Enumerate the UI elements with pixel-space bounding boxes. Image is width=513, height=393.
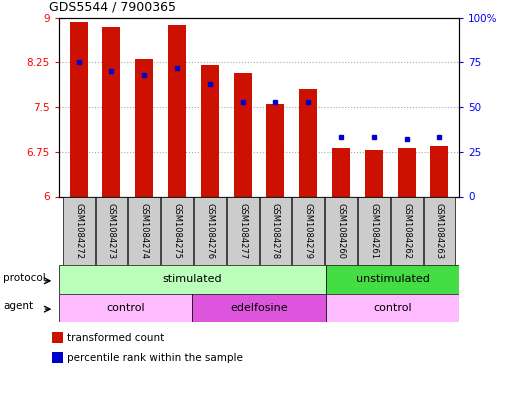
Bar (365, 150, 383, 196)
Text: agent: agent (3, 301, 33, 311)
Text: GSM1084279: GSM1084279 (304, 203, 313, 259)
Bar (430, 146, 448, 196)
Bar (227, 197, 259, 264)
Text: GSM1084275: GSM1084275 (172, 203, 182, 259)
Text: GSM1084263: GSM1084263 (435, 203, 444, 259)
Bar (194, 197, 226, 264)
Text: GSM1084273: GSM1084273 (107, 203, 116, 259)
Text: GSM1084278: GSM1084278 (271, 203, 280, 259)
Bar (70, 22, 88, 196)
Bar (325, 197, 357, 264)
Text: GSM1084277: GSM1084277 (238, 203, 247, 259)
Bar (128, 197, 160, 264)
Bar (59, 294, 192, 322)
Text: GSM1084260: GSM1084260 (337, 203, 346, 259)
Bar (424, 197, 456, 264)
Bar (233, 73, 252, 196)
Text: GSM1084262: GSM1084262 (402, 203, 411, 259)
Bar (332, 148, 350, 196)
Bar (59, 265, 326, 294)
Bar (52, 352, 63, 363)
Bar (358, 197, 390, 264)
Bar (161, 197, 193, 264)
Bar (260, 197, 291, 264)
Bar (299, 89, 317, 196)
Bar (398, 148, 416, 196)
Text: GSM1084261: GSM1084261 (369, 203, 379, 259)
Bar (326, 265, 459, 294)
Bar (266, 103, 285, 196)
Bar (63, 197, 94, 264)
Text: unstimulated: unstimulated (356, 274, 429, 285)
Bar (168, 26, 186, 196)
Bar (103, 27, 121, 196)
Bar (52, 332, 63, 343)
Text: edelfosine: edelfosine (230, 303, 288, 313)
Text: GDS5544 / 7900365: GDS5544 / 7900365 (49, 1, 176, 14)
Text: GSM1084276: GSM1084276 (205, 203, 214, 259)
Text: transformed count: transformed count (67, 333, 165, 343)
Bar (201, 65, 219, 196)
Text: percentile rank within the sample: percentile rank within the sample (67, 353, 243, 363)
Bar (192, 294, 326, 322)
Text: GSM1084274: GSM1084274 (140, 203, 149, 259)
Text: protocol: protocol (3, 273, 46, 283)
Text: control: control (373, 303, 412, 313)
Bar (135, 59, 153, 196)
Bar (326, 294, 459, 322)
Bar (95, 197, 127, 264)
Bar (391, 197, 423, 264)
Text: control: control (106, 303, 145, 313)
Text: GSM1084272: GSM1084272 (74, 203, 83, 259)
Text: stimulated: stimulated (163, 274, 222, 285)
Bar (292, 197, 324, 264)
